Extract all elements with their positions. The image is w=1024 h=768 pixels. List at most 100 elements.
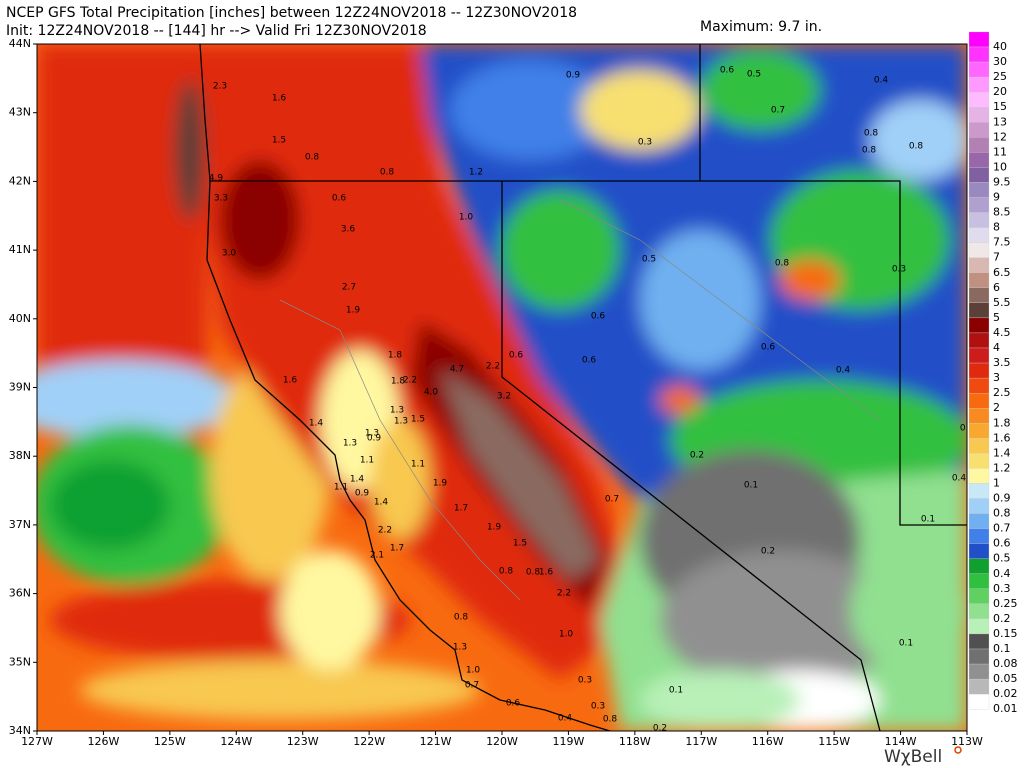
lat-label: 35N	[9, 655, 31, 668]
logo-dot	[954, 746, 962, 754]
map-value-label: 2.7	[342, 283, 356, 293]
map-value-label: 0.1	[899, 639, 913, 649]
colorbar-box	[968, 694, 990, 710]
map-value-label: 1.3	[394, 417, 408, 427]
map-value-label: 1.4	[309, 419, 324, 429]
map-value-label: 1.3	[390, 406, 404, 416]
map-value-label: 0.1	[921, 515, 935, 525]
colorbar-box	[968, 92, 990, 108]
map-value-label: 2.2	[403, 376, 417, 386]
map-value-label: 1.6	[539, 568, 554, 578]
map-value-label: 0.4	[874, 76, 889, 86]
map-value-label: 3.6	[341, 225, 356, 235]
map-value-label: 0.7	[465, 681, 479, 691]
map-value-label: 1.2	[469, 168, 483, 178]
map-value-label: 0.7	[605, 495, 619, 505]
colorbar-box	[968, 212, 990, 228]
colorbar-box	[968, 468, 990, 484]
map-value-label: 0.2	[761, 547, 775, 557]
colorbar-label: 9.5	[993, 175, 1011, 188]
lon-label: 116W	[752, 735, 784, 748]
colorbar-box	[968, 332, 990, 349]
colorbar-label: 15	[993, 100, 1007, 113]
colorbar-box	[968, 648, 990, 665]
map-value-label: 4.7	[450, 365, 464, 375]
map-value-label: 0.8	[775, 259, 790, 269]
map-value-label: 0.4	[952, 474, 967, 484]
lat-label: 37N	[9, 518, 31, 531]
map-value-label: 0.9	[355, 489, 370, 499]
colorbar-box	[968, 61, 990, 78]
colorbar-label: 2	[993, 401, 1000, 414]
map-value-label: 1.1	[411, 460, 425, 470]
colorbar-box	[968, 438, 990, 454]
map-value-label: 1.5	[513, 539, 527, 549]
colorbar-label: 11	[993, 145, 1007, 158]
colorbar-box	[968, 46, 990, 63]
colorbar-box	[968, 453, 990, 469]
map-value-label: 3.2	[497, 392, 511, 402]
map-value-label: 0.8	[380, 168, 395, 178]
colorbar: 4030252015131211109.598.587.576.565.554.…	[968, 31, 1018, 715]
map-value-label: 0.3	[638, 138, 652, 148]
map-value-label: 0.6	[582, 356, 597, 366]
lat-label: 43N	[9, 106, 31, 119]
colorbar-label: 0.6	[993, 537, 1011, 550]
colorbar-label: 2.5	[993, 386, 1011, 399]
map-value-label: 2.2	[486, 362, 500, 372]
map-value-label: 2.2	[378, 526, 392, 536]
colorbar-label: 0.05	[993, 672, 1018, 685]
map-value-label: 0.8	[603, 715, 618, 725]
map-value-label: 1.3	[343, 439, 357, 449]
map-value-label: 0.8	[305, 153, 320, 163]
colorbar-label: 0.7	[993, 522, 1011, 535]
colorbar-box	[968, 498, 990, 514]
map-value-label: 0.6	[506, 699, 521, 709]
colorbar-box	[968, 152, 990, 168]
colorbar-box	[968, 76, 990, 93]
colorbar-label: 0.08	[993, 657, 1018, 670]
colorbar-box	[968, 287, 990, 303]
lat-label: 42N	[9, 174, 31, 187]
map-value-label: 0.6	[332, 194, 347, 204]
map-value-label: 1.1	[334, 483, 348, 493]
colorbar-label: 0.01	[993, 702, 1018, 715]
colorbar-box	[968, 317, 990, 334]
colorbar-box	[968, 663, 990, 680]
map-value-label: 1.4	[350, 475, 365, 485]
colorbar-label: 4	[993, 341, 1000, 354]
map-value-label: 3.3	[214, 194, 228, 204]
map-value-label: 0.8	[862, 146, 877, 156]
colorbar-box	[968, 392, 990, 409]
lon-label: 123W	[287, 735, 319, 748]
map-value-label: 0.1	[669, 686, 683, 696]
colorbar-box	[968, 31, 990, 48]
map-value-label: 1.9	[433, 479, 448, 489]
colorbar-label: 0.2	[993, 612, 1011, 625]
map-value-label: 1.0	[559, 630, 574, 640]
colorbar-label: 0.8	[993, 507, 1011, 520]
lat-label: 41N	[9, 243, 31, 256]
map-value-label: 1.8	[391, 377, 406, 387]
map-value-label: 3.0	[222, 249, 237, 259]
colorbar-label: 20	[993, 85, 1007, 98]
colorbar-label: 10	[993, 160, 1007, 173]
colorbar-label: 9	[993, 191, 1000, 204]
colorbar-label: 1.4	[993, 446, 1011, 459]
map-value-label: 0.6	[509, 351, 524, 361]
precip-field	[37, 44, 967, 731]
colorbar-label: 7	[993, 251, 1000, 264]
colorbar-label: 5.5	[993, 296, 1011, 309]
colorbar-box	[968, 603, 990, 620]
map-value-label: 0.3	[892, 265, 906, 275]
lon-label: 119W	[552, 735, 584, 748]
colorbar-box	[968, 513, 990, 529]
lon-label: 121W	[420, 735, 452, 748]
lat-label: 34N	[9, 724, 31, 737]
colorbar-label: 8	[993, 221, 1000, 234]
colorbar-box	[968, 618, 990, 635]
map-value-label: 0.2	[960, 424, 974, 434]
lat-label: 39N	[9, 381, 31, 394]
